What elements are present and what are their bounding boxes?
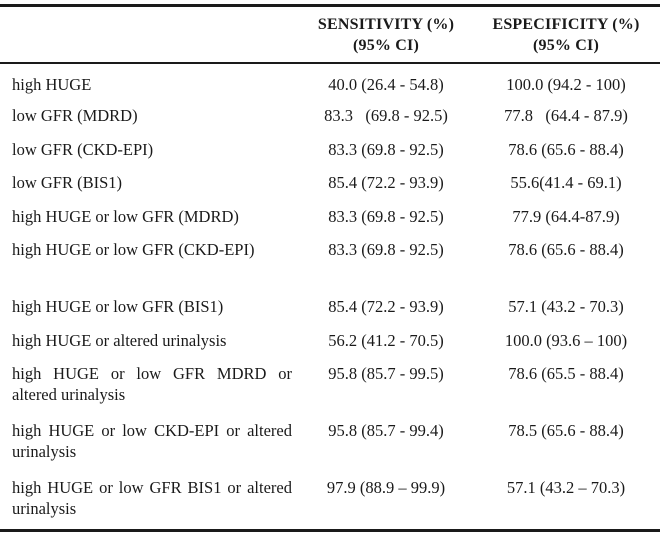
table-row: high HUGE or low GFR (CKD-EPI) 83.3 (69.… [0, 234, 660, 291]
table-top-rule [0, 4, 660, 7]
row-specificity: 78.6 (65.5 - 88.4) [508, 364, 624, 383]
header-sensitivity-ci: (95% CI) [352, 36, 420, 54]
row-label: high HUGE or low GFR (CKD-EPI) [12, 240, 255, 259]
row-specificity: 77.8 (64.4 - 87.9) [504, 106, 628, 125]
row-label: high HUGE or low CKD-EPI or altered urin… [12, 421, 292, 461]
header-specificity-ci: (95% CI) [532, 36, 600, 54]
table-row: high HUGE or low GFR (MDRD) 83.3 (69.8 -… [0, 201, 660, 235]
row-specificity: 78.6 (65.6 - 88.4) [508, 240, 624, 259]
row-label: low GFR (CKD-EPI) [12, 139, 154, 159]
row-label: high HUGE or low GFR BIS1 or altered uri… [12, 478, 292, 518]
header-sensitivity: SENSITIVITY (%) (95% CI) [300, 7, 472, 62]
table-header-rule [0, 62, 660, 64]
row-label: high HUGE or altered urinalysis [12, 330, 227, 350]
row-specificity: 77.9 (64.4-87.9) [512, 206, 620, 226]
row-specificity: 55.6(41.4 - 69.1) [510, 173, 622, 192]
table-row: high HUGE or low CKD-EPI or altered urin… [0, 415, 660, 472]
table-row: high HUGE or low GFR (BIS1) 85.4 (72.2 -… [0, 291, 660, 325]
results-table-body: high HUGE 40.0 (26.4 - 54.8) 100.0 (94.2… [0, 64, 660, 529]
results-table: SENSITIVITY (%) (95% CI) ESPECIFICITY (%… [0, 7, 660, 62]
row-specificity: 78.5 (65.6 - 88.4) [508, 421, 624, 440]
row-specificity: 57.1 (43.2 - 70.3) [508, 297, 624, 316]
row-label: high HUGE or low GFR MDRD or altered uri… [12, 364, 292, 404]
table-row: low GFR (CKD-EPI) 83.3 (69.8 - 92.5) 78.… [0, 134, 660, 168]
table-row: high HUGE or altered urinalysis 56.2 (41… [0, 325, 660, 359]
header-specificity-title: ESPECIFICITY (%) [492, 15, 640, 33]
row-specificity: 57.1 (43.2 – 70.3) [506, 478, 626, 497]
row-label: high HUGE or low GFR (MDRD) [12, 206, 239, 226]
table-bottom-rule [0, 529, 660, 532]
header-specificity: ESPECIFICITY (%) (95% CI) [472, 7, 660, 62]
table-row: low GFR (BIS1) 85.4 (72.2 - 93.9) 55.6(4… [0, 167, 660, 201]
row-label: high HUGE or low GFR (BIS1) [12, 297, 224, 316]
row-specificity: 100.0 (93.6 – 100) [504, 330, 628, 350]
row-sensitivity: 97.9 (88.9 – 99.9) [326, 478, 446, 497]
header-test-column [0, 7, 300, 62]
table-row: low GFR (MDRD) 83.3 (69.8 - 92.5) 77.8 (… [0, 100, 660, 134]
row-specificity: 78.6 (65.6 - 88.4) [508, 139, 624, 159]
results-table-container: SENSITIVITY (%) (95% CI) ESPECIFICITY (%… [0, 4, 660, 532]
row-specificity: 100.0 (94.2 - 100) [506, 75, 626, 94]
row-sensitivity: 83.3 (69.8 - 92.5) [328, 139, 444, 159]
row-sensitivity: 83.3 (69.8 - 92.5) [328, 240, 444, 259]
row-sensitivity: 83.3 (69.8 - 92.5) [328, 206, 444, 226]
row-sensitivity: 40.0 (26.4 - 54.8) [328, 75, 444, 94]
row-sensitivity: 95.8 (85.7 - 99.5) [328, 364, 444, 383]
table-header: SENSITIVITY (%) (95% CI) ESPECIFICITY (%… [0, 7, 660, 62]
row-sensitivity: 85.4 (72.2 - 93.9) [328, 173, 444, 192]
row-sensitivity: 95.8 (85.7 - 99.4) [328, 421, 444, 440]
table-row: high HUGE or low GFR MDRD or altered uri… [0, 358, 660, 415]
row-sensitivity: 85.4 (72.2 - 93.9) [328, 297, 444, 316]
header-sensitivity-title: SENSITIVITY (%) [317, 15, 455, 33]
row-sensitivity: 83.3 (69.8 - 92.5) [324, 106, 448, 125]
row-label: low GFR (MDRD) [12, 106, 138, 125]
row-label: low GFR (BIS1) [12, 173, 123, 192]
row-sensitivity: 56.2 (41.2 - 70.5) [328, 330, 444, 350]
table-row: high HUGE 40.0 (26.4 - 54.8) 100.0 (94.2… [0, 64, 660, 100]
row-label: high HUGE [12, 75, 92, 94]
table-row: high HUGE or low GFR BIS1 or altered uri… [0, 472, 660, 529]
